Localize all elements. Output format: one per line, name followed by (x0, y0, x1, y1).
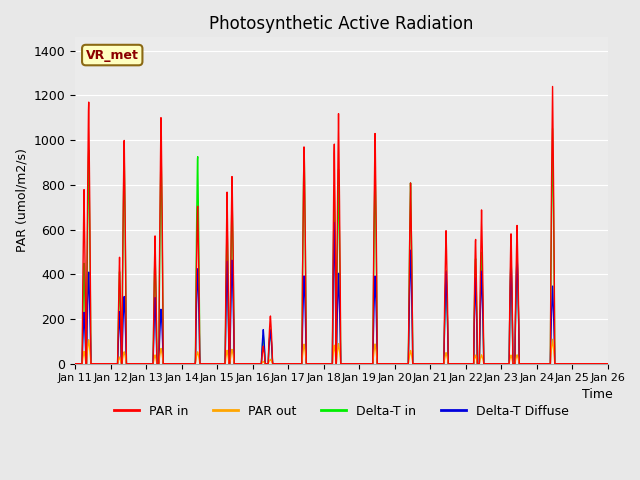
Legend: PAR in, PAR out, Delta-T in, Delta-T Diffuse: PAR in, PAR out, Delta-T in, Delta-T Dif… (109, 400, 574, 423)
X-axis label: Time: Time (582, 388, 613, 401)
Text: VR_met: VR_met (86, 48, 139, 61)
Title: Photosynthetic Active Radiation: Photosynthetic Active Radiation (209, 15, 474, 33)
Y-axis label: PAR (umol/m2/s): PAR (umol/m2/s) (15, 149, 28, 252)
